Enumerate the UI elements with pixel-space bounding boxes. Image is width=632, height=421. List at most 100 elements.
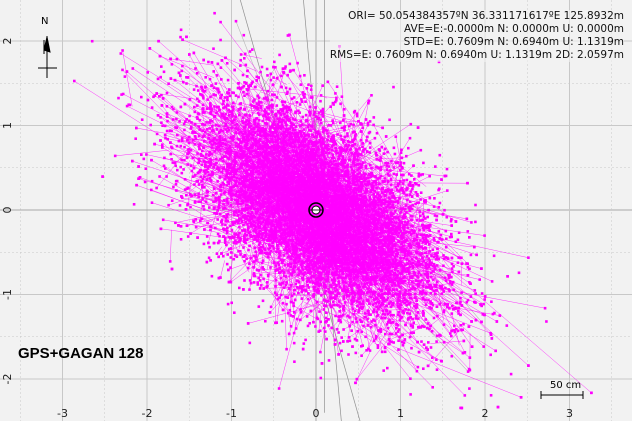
position-point xyxy=(402,341,406,344)
position-point xyxy=(247,168,251,171)
position-point xyxy=(356,256,360,259)
position-point xyxy=(391,235,394,239)
position-point xyxy=(222,203,225,206)
position-point xyxy=(292,208,295,212)
position-point xyxy=(268,140,272,143)
position-point xyxy=(414,296,417,299)
position-point xyxy=(388,118,391,122)
position-point xyxy=(374,195,377,198)
position-point xyxy=(422,314,425,317)
position-point xyxy=(340,170,343,173)
position-point xyxy=(219,38,222,42)
position-point xyxy=(261,217,264,220)
position-point xyxy=(444,256,448,259)
position-point xyxy=(361,195,364,199)
position-point xyxy=(234,94,238,97)
position-point xyxy=(249,212,252,216)
position-point xyxy=(234,19,238,23)
position-point xyxy=(288,238,291,242)
position-point xyxy=(298,258,301,261)
position-point xyxy=(277,189,281,192)
position-point xyxy=(377,203,380,207)
position-point xyxy=(223,241,227,244)
position-point xyxy=(180,139,184,143)
position-point xyxy=(329,220,333,224)
position-point xyxy=(294,128,297,132)
position-point xyxy=(327,152,331,155)
position-point xyxy=(398,277,401,281)
position-point xyxy=(406,220,410,224)
position-point xyxy=(258,279,262,282)
position-point xyxy=(336,133,339,136)
position-point xyxy=(282,271,286,274)
position-point xyxy=(170,199,174,202)
position-point xyxy=(320,146,324,150)
position-point xyxy=(388,231,391,234)
position-point xyxy=(371,243,374,247)
position-point xyxy=(282,219,285,222)
position-point xyxy=(304,161,308,165)
position-point xyxy=(324,299,327,303)
position-point xyxy=(316,266,319,270)
position-point xyxy=(392,85,395,89)
position-point xyxy=(299,133,303,136)
position-point xyxy=(275,175,278,179)
position-point xyxy=(303,196,306,200)
position-point xyxy=(326,132,329,135)
position-point xyxy=(243,140,246,143)
position-point xyxy=(319,195,322,199)
position-point xyxy=(228,94,232,98)
position-point xyxy=(422,259,426,263)
position-point xyxy=(250,183,254,186)
position-point xyxy=(388,318,391,322)
position-point xyxy=(281,231,285,235)
position-point xyxy=(235,255,239,258)
position-point xyxy=(287,150,291,154)
position-point xyxy=(298,130,302,134)
position-point xyxy=(234,233,238,236)
position-point xyxy=(361,302,365,306)
position-point xyxy=(411,204,414,207)
position-point xyxy=(224,155,228,158)
position-point xyxy=(286,171,289,175)
position-point xyxy=(348,192,352,195)
position-point xyxy=(353,252,357,256)
position-point xyxy=(90,39,94,43)
position-point xyxy=(445,215,449,219)
position-point xyxy=(257,216,260,219)
position-point xyxy=(273,143,276,147)
position-point xyxy=(132,203,136,206)
position-point xyxy=(121,92,125,96)
position-point xyxy=(247,130,250,134)
position-point xyxy=(203,175,206,178)
position-point xyxy=(395,326,398,330)
position-point xyxy=(289,262,292,266)
position-point xyxy=(330,215,334,219)
position-point xyxy=(319,162,322,165)
position-point xyxy=(309,195,312,198)
position-point xyxy=(386,204,390,207)
position-point xyxy=(371,237,375,241)
position-point xyxy=(306,125,310,129)
position-point xyxy=(465,300,469,304)
position-point xyxy=(330,148,334,152)
position-point xyxy=(387,270,390,273)
position-point xyxy=(358,207,361,210)
position-point xyxy=(300,98,303,101)
position-point xyxy=(227,147,230,150)
position-point xyxy=(254,236,257,240)
position-point xyxy=(285,281,288,284)
position-point xyxy=(436,280,439,284)
position-point xyxy=(373,270,377,273)
position-point xyxy=(349,165,353,169)
position-point xyxy=(379,255,383,258)
position-point xyxy=(271,126,274,129)
position-point xyxy=(365,252,368,256)
position-point xyxy=(277,219,281,223)
position-point xyxy=(244,123,248,127)
position-point xyxy=(474,203,477,207)
position-point xyxy=(403,250,406,253)
position-point xyxy=(297,181,300,185)
position-point xyxy=(244,131,247,135)
